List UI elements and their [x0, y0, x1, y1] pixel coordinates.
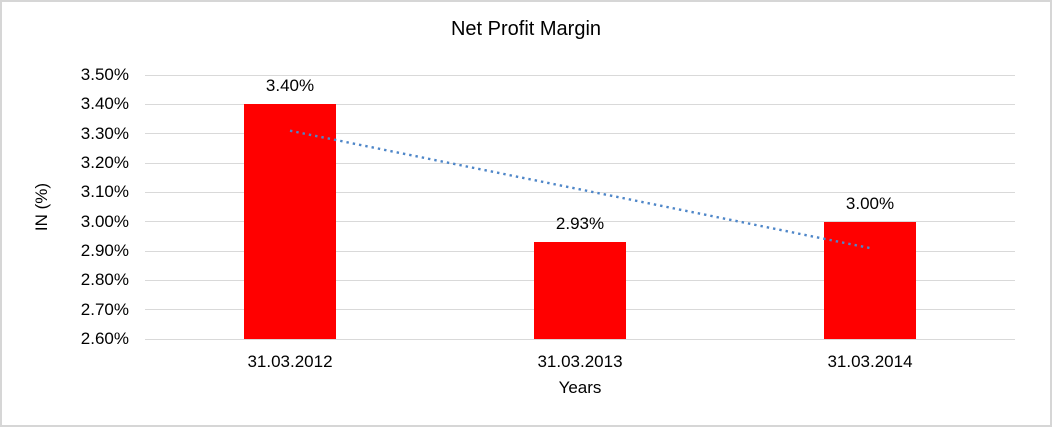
bar-data-label: 3.40%: [265, 76, 315, 96]
gridline: [145, 338, 1015, 340]
bar: [244, 104, 336, 339]
gridline: [145, 133, 1015, 135]
chart-title: Net Profit Margin: [450, 18, 602, 40]
y-axis-tick-label: 3.30%: [80, 123, 129, 143]
y-axis-tick-label: 3.50%: [80, 65, 129, 84]
gridline: [145, 74, 1015, 76]
bar-data-label: 3.00%: [845, 193, 895, 213]
x-axis-tick-label: 31.03.2014: [827, 352, 913, 371]
y-axis-tick-label: 3.40%: [80, 94, 129, 114]
x-axis-tick-label: 31.03.2012: [247, 352, 333, 371]
trendline: [289, 129, 871, 250]
bar: [534, 242, 626, 339]
y-axis-title: IN (%): [32, 182, 51, 232]
y-axis-tick-label: 2.80%: [80, 270, 129, 290]
y-axis-tick-label: 2.70%: [80, 299, 129, 319]
plot-area: 3.40% 2.93% 3.00%: [145, 74, 1015, 340]
gridline: [145, 162, 1015, 164]
y-axis-tick-label: 3.20%: [80, 153, 129, 172]
y-axis-tick-label: 3.10%: [80, 182, 129, 202]
bar-data-label: 2.93%: [555, 214, 605, 234]
gridline: [145, 221, 1015, 223]
bar: [824, 221, 916, 339]
gridline: [145, 103, 1015, 105]
y-axis-tick-label: 2.60%: [80, 329, 129, 348]
y-axis-tick-label: 3.00%: [80, 211, 129, 231]
y-axis-tick-label: 2.90%: [80, 241, 129, 260]
gridline: [145, 191, 1015, 193]
x-axis-title: Years: [558, 378, 602, 397]
x-axis-tick-label: 31.03.2013: [537, 352, 623, 371]
